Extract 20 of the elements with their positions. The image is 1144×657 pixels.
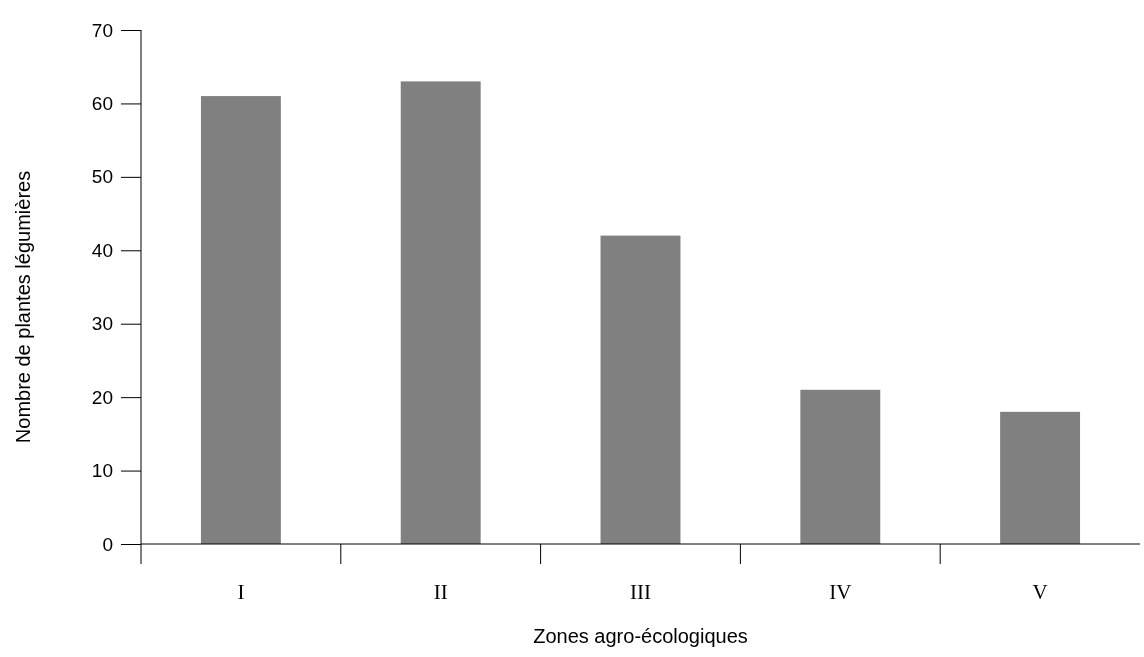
bar <box>600 235 681 544</box>
x-tick-label: II <box>433 580 448 604</box>
bar <box>400 81 481 544</box>
y-tick-label: 50 <box>91 166 113 188</box>
x-tick-label: V <box>1032 580 1048 604</box>
y-tick-label: 40 <box>91 239 113 261</box>
y-tick-label: 0 <box>102 533 113 555</box>
y-tick-label: 70 <box>91 19 113 41</box>
x-tick-label: I <box>237 580 245 604</box>
y-axis-title: Nombre de plantes légumières <box>12 170 34 444</box>
y-tick-label: 20 <box>91 386 113 408</box>
y-tick-label: 10 <box>91 460 113 482</box>
bar <box>200 96 281 544</box>
bar <box>1000 411 1081 544</box>
x-tick-label: III <box>630 580 651 604</box>
x-axis-title: Zones agro-écologiques <box>533 625 748 647</box>
y-tick-label: 60 <box>91 93 113 115</box>
x-tick-label: IV <box>829 580 852 604</box>
y-tick-label: 30 <box>91 313 113 335</box>
bar <box>800 389 881 544</box>
